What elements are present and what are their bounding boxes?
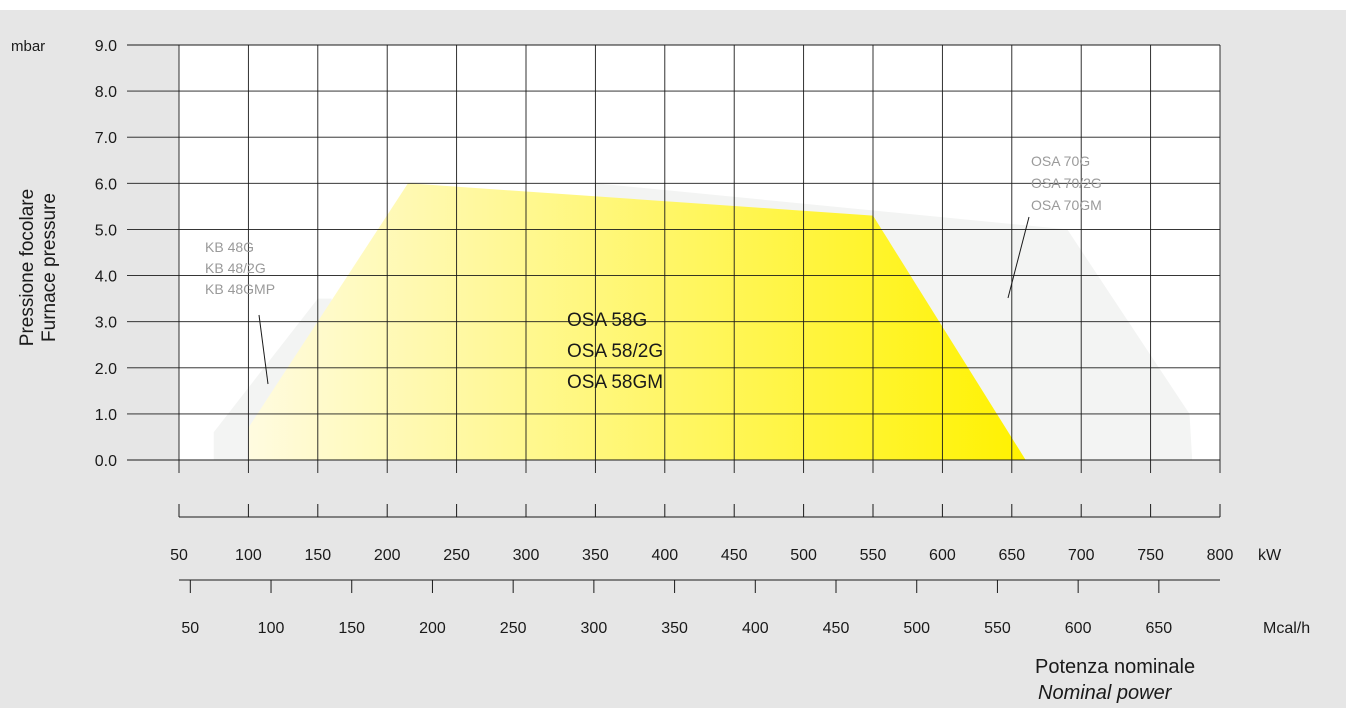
kw-tick-label: 350	[582, 547, 609, 564]
y-tick-label: 1.0	[95, 407, 117, 424]
mcal-tick-label: 150	[338, 620, 365, 637]
mcal-tick-label: 550	[984, 620, 1011, 637]
mcal-tick-label: 350	[661, 620, 688, 637]
chart-panel: 0.0 1.0 2.0 3.0 4.0 5.0 6.0 7.0 8.0 9.0 mbar Pressi…	[0, 10, 1346, 708]
kb48-series-label: KB 48GMP	[205, 281, 275, 297]
mcal-tick-label: 650	[1146, 620, 1173, 637]
osa58-series-label: OSA 58/2G	[567, 341, 663, 362]
kw-tick-label: 700	[1068, 547, 1095, 564]
kw-tick-label: 750	[1137, 547, 1164, 564]
kw-tick-label: 800	[1207, 547, 1234, 564]
kw-tick-label: 450	[721, 547, 748, 564]
mcal-tick-label: 600	[1065, 620, 1092, 637]
y-tick-label: 3.0	[95, 315, 117, 332]
mcal-tick-label: 50	[181, 620, 199, 637]
mcal-tick-label: 300	[581, 620, 608, 637]
kw-tick-label: 300	[513, 547, 540, 564]
osa58-series-label: OSA 58GM	[567, 372, 663, 393]
y-tick-label: 2.0	[95, 361, 117, 378]
kw-tick-label: 100	[235, 547, 262, 564]
osa70-leader-line	[1007, 216, 1030, 299]
furnace-pressure-chart: 0.0 1.0 2.0 3.0 4.0 5.0 6.0 7.0 8.0 9.0 mbar Pressi…	[11, 38, 1310, 704]
osa70-series-label: OSA 70G	[1031, 153, 1090, 169]
mcal-tick-label: 500	[903, 620, 930, 637]
kw-tick-label: 200	[374, 547, 401, 564]
mcal-tick-label: 450	[823, 620, 850, 637]
y-tick-label: 8.0	[95, 84, 117, 101]
kw-tick-label: 150	[304, 547, 331, 564]
kw-tick-label: 650	[998, 547, 1025, 564]
kw-tick-label: 600	[929, 547, 956, 564]
y-tick-label: 7.0	[95, 130, 117, 147]
kw-tick-label: 50	[170, 547, 188, 564]
kw-tick-label: 550	[860, 547, 887, 564]
x-axis-title-line: Potenza nominale	[1035, 656, 1195, 678]
kw-unit-label: kW	[1258, 547, 1282, 564]
mcal-tick-label: 400	[742, 620, 769, 637]
kb48-series-label: KB 48G	[205, 239, 254, 255]
kb48-series-label: KB 48/2G	[205, 260, 266, 276]
mcal-tick-label: 250	[500, 620, 527, 637]
kb48-leader-line	[258, 314, 269, 385]
y-axis-title-line: Furnace pressure	[39, 193, 60, 342]
y-tick-label: 6.0	[95, 176, 117, 193]
mcal-unit-label: Mcal/h	[1263, 620, 1310, 637]
kw-tick-label: 250	[443, 547, 470, 564]
y-tick-label: 9.0	[95, 38, 117, 55]
osa58-series-label: OSA 58G	[567, 310, 647, 331]
y-tick-label: 0.0	[95, 453, 117, 470]
kw-tick-label: 500	[790, 547, 817, 564]
y-axis-title-line: Pressione focolare	[17, 189, 38, 346]
y-tick-label: 4.0	[95, 269, 117, 286]
osa70-series-label: OSA 70/2G	[1031, 175, 1102, 191]
y-tick-label: 5.0	[95, 222, 117, 239]
kw-tick-label: 400	[651, 547, 678, 564]
y-unit-label: mbar	[11, 38, 45, 55]
mcal-tick-label: 200	[419, 620, 446, 637]
mcal-tick-label: 100	[258, 620, 285, 637]
osa70-series-label: OSA 70GM	[1031, 197, 1102, 213]
x-axis-title-line: Nominal power	[1038, 682, 1173, 704]
